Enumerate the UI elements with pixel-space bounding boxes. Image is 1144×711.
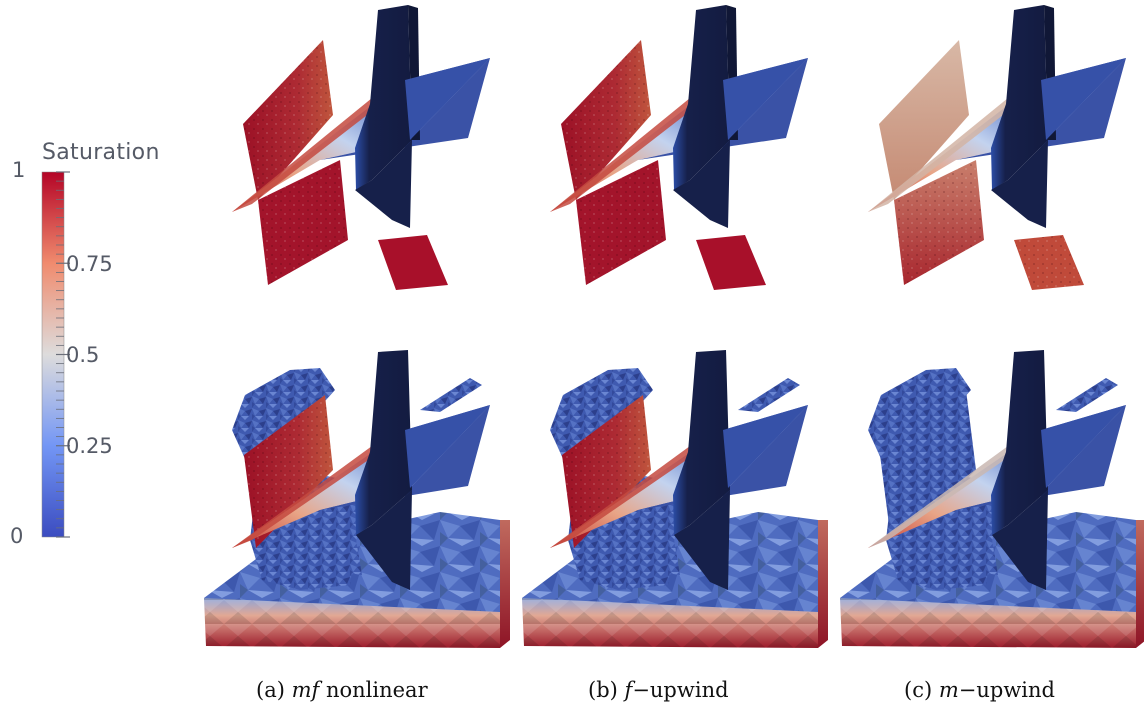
fracture-upper-crumbs [880, 390, 976, 548]
blue-plane-tip [405, 405, 490, 488]
colorbar-minor-ticks [56, 171, 70, 538]
dark-plane [991, 5, 1048, 190]
blue-plane-right [320, 405, 490, 510]
fracture-patch [696, 235, 766, 290]
panels [204, 5, 1144, 648]
dark-plane-lower [355, 140, 412, 228]
fracture-patch [378, 235, 448, 290]
crumb-front [648, 518, 680, 575]
colorbar-tick-025: 0.25 [66, 434, 113, 458]
base-side-right [1136, 520, 1144, 648]
fracture-top-crumbs [904, 378, 964, 438]
caption-c: (c) m−upwind [904, 678, 1055, 702]
fracture-upper-texture [244, 395, 333, 548]
base-side-mesh [522, 598, 818, 648]
crumb-cap [550, 368, 653, 470]
fracture-upper-texture [243, 40, 333, 200]
dark-plane-lower [356, 490, 412, 590]
fracture-upper-texture [561, 40, 651, 200]
dark-plane [355, 350, 412, 535]
top-view-b [550, 5, 808, 290]
base-side-right [818, 520, 828, 648]
colorbar-tick-05: 0.5 [66, 343, 100, 367]
colorbar-title: Saturation [42, 140, 160, 165]
base-side-mesh [204, 598, 500, 648]
crumb-cap [232, 368, 335, 470]
blue-plane-right [956, 405, 1126, 510]
blue-plane-tip [405, 58, 490, 140]
crumb-tip [738, 378, 800, 412]
fracture-lower-texture [258, 160, 348, 285]
blue-plane-tip [723, 405, 808, 488]
colorbar-tick-0: 0 [10, 524, 24, 548]
panel-b [522, 5, 828, 648]
dark-plane-lower [674, 490, 730, 590]
panel-a [204, 5, 510, 648]
fracture-lower-texture [894, 160, 984, 285]
blue-plane-right [638, 58, 808, 160]
crumb-tip [1056, 378, 1118, 412]
colorbar [41, 171, 70, 538]
dark-plane-lower [991, 140, 1048, 228]
dark-plane-lower [992, 490, 1048, 590]
base-side-mesh [840, 598, 1136, 648]
blue-plane-tip [1041, 58, 1126, 140]
bottom-view-b [522, 350, 828, 648]
top-view-a [232, 5, 490, 290]
fracture-lower-texture [576, 160, 666, 285]
intersection-band [868, 446, 1016, 548]
crumb-front [966, 518, 998, 575]
intersection-band [868, 98, 1016, 212]
intersection-band [232, 98, 380, 212]
colorbar-tick-1: 1 [12, 158, 26, 182]
blue-plane-right [638, 405, 808, 510]
blue-plane-right [956, 58, 1126, 160]
bottom-view-a [204, 350, 510, 648]
bottom-view-c [840, 350, 1144, 648]
intersection-band [550, 446, 698, 548]
fracture-upper-texture [562, 395, 651, 548]
top-view-c [868, 5, 1126, 290]
blue-plane-tip [723, 58, 808, 140]
blue-plane-right [320, 58, 490, 160]
intersection-band [550, 98, 698, 212]
dark-plane [355, 5, 412, 190]
fracture-patch-texture [1014, 235, 1084, 290]
blue-plane-tip [1041, 405, 1126, 488]
caption-a: (a) mf nonlinear [256, 678, 428, 702]
panel-c [840, 5, 1144, 648]
caption-b: (b) f−upwind [588, 678, 729, 702]
dark-plane [991, 350, 1048, 535]
crumb-tip [420, 378, 482, 412]
intersection-band [232, 446, 380, 548]
crumb-front [330, 518, 362, 575]
dark-plane [673, 5, 730, 190]
colorbar-tick-075: 0.75 [66, 252, 113, 276]
dark-plane [673, 350, 730, 535]
fracture-upper [879, 40, 969, 200]
dark-plane-lower [673, 140, 730, 228]
base-side-right [500, 520, 510, 648]
